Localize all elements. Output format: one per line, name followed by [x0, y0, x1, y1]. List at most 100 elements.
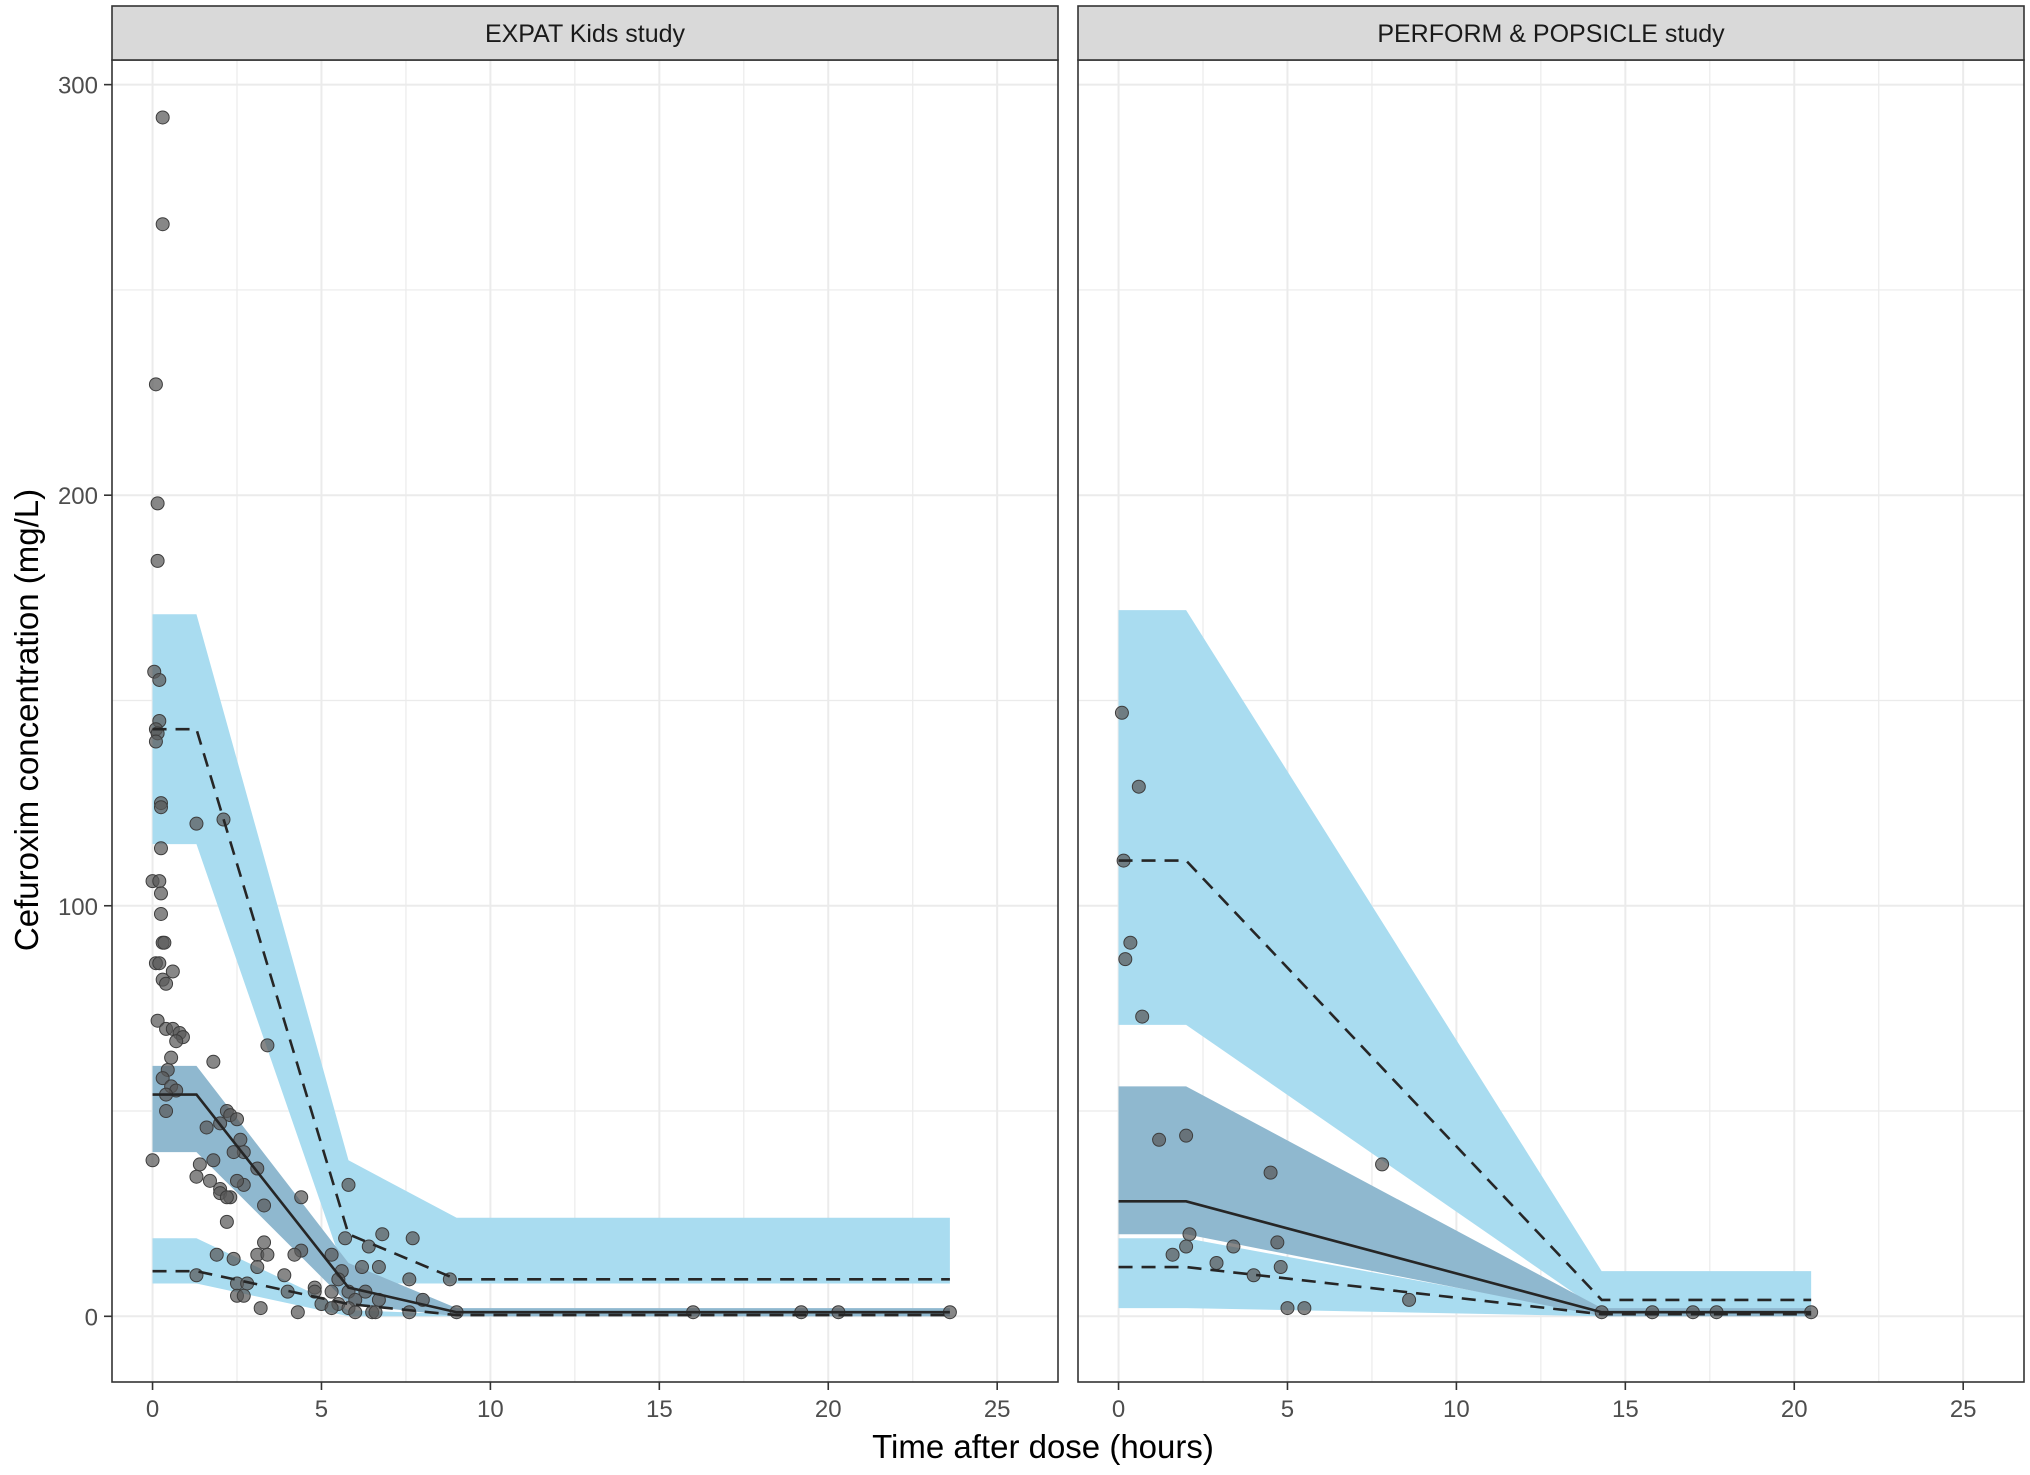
- data-point: [157, 935, 172, 950]
- data-point: [260, 1247, 275, 1262]
- data-point: [206, 1054, 221, 1069]
- x-tick-label: 5: [1281, 1396, 1294, 1423]
- data-point: [189, 1268, 204, 1283]
- median-line: [152, 1093, 950, 1314]
- x-tick-label: 15: [646, 1396, 673, 1423]
- x-tick-label: 10: [1443, 1396, 1470, 1423]
- data-point: [153, 800, 168, 815]
- data-point: [405, 1231, 420, 1246]
- data-point: [368, 1305, 383, 1320]
- data-point: [355, 1260, 370, 1275]
- y-tick-label: 100: [58, 894, 98, 921]
- data-point: [148, 734, 163, 749]
- data-point: [155, 110, 170, 125]
- data-point: [402, 1305, 417, 1320]
- data-point: [1280, 1301, 1295, 1316]
- data-point: [1118, 952, 1133, 967]
- lower-percentile-line: [152, 1269, 950, 1317]
- data-point: [1375, 1157, 1390, 1172]
- data-point: [290, 1305, 305, 1320]
- data-point: [159, 1104, 174, 1119]
- x-axis: 0 5 10 15 20 25: [1112, 1382, 1977, 1423]
- grid-lines: [112, 60, 1058, 1382]
- panel-title: PERFORM & POPSICLE study: [1377, 20, 1725, 48]
- upper-percentile-line: [1118, 859, 1812, 1302]
- data-point: [1114, 705, 1129, 720]
- data-point: [153, 886, 168, 901]
- y-tick-label: 0: [85, 1304, 98, 1331]
- x-axis-label: Time after dose (hours): [872, 1428, 1214, 1465]
- median-line: [1118, 1200, 1812, 1314]
- x-tick-label: 0: [146, 1396, 159, 1423]
- panel-strip: [111, 5, 1059, 61]
- data-point: [1123, 935, 1138, 950]
- x-tick-label: 0: [1112, 1396, 1125, 1423]
- x-tick-label: 20: [815, 1396, 842, 1423]
- data-point: [230, 1173, 245, 1188]
- x-tick-label: 5: [315, 1396, 328, 1423]
- data-point: [153, 841, 168, 856]
- data-point: [155, 1071, 170, 1086]
- data-point: [165, 964, 180, 979]
- panel-title: EXPAT Kids study: [485, 20, 686, 48]
- data-point: [1131, 779, 1146, 794]
- y-axis-label: Cefuroxim concentration (mg/L): [8, 489, 45, 951]
- data-point: [250, 1260, 265, 1275]
- upper-percentile-band: [1118, 610, 1812, 1313]
- data-point: [169, 1034, 184, 1049]
- data-point: [324, 1284, 339, 1299]
- data-point: [1263, 1165, 1278, 1180]
- data-point: [164, 1050, 179, 1065]
- percentile-lines: [152, 727, 950, 1317]
- data-point: [150, 496, 165, 511]
- data-point: [287, 1247, 302, 1262]
- data-point: [189, 1169, 204, 1184]
- data-point: [257, 1235, 272, 1250]
- data-point: [150, 553, 165, 568]
- data-point: [1165, 1247, 1180, 1262]
- data-point: [1226, 1239, 1241, 1254]
- data-point: [209, 1247, 224, 1262]
- data-point: [150, 1013, 165, 1028]
- data-point: [338, 1231, 353, 1246]
- lower-percentile-band: [1118, 1238, 1812, 1317]
- data-point: [219, 1190, 234, 1205]
- median-band: [1118, 1086, 1812, 1317]
- data-point: [324, 1247, 339, 1262]
- data-point: [341, 1177, 356, 1192]
- observed-points: [145, 110, 957, 1320]
- data-point: [1182, 1227, 1197, 1242]
- data-point: [152, 672, 167, 687]
- data-point: [145, 1153, 160, 1168]
- panel-expat-kids: EXPAT Kids study 0 5 10 15 20 25: [111, 5, 1059, 1423]
- data-point: [260, 1038, 275, 1053]
- data-point: [1297, 1301, 1312, 1316]
- data-point: [1273, 1260, 1288, 1275]
- x-axis: 0 5 10 15 20 25: [146, 1382, 1011, 1423]
- data-point: [294, 1190, 309, 1205]
- data-point: [1179, 1239, 1194, 1254]
- panel-perform-popsicle: PERFORM & POPSICLE study 0 5 10 15 20 25: [1077, 5, 2025, 1423]
- y-axis: 0 100 200 300: [58, 73, 112, 1331]
- data-point: [153, 906, 168, 921]
- data-point: [189, 816, 204, 831]
- data-point: [226, 1251, 241, 1266]
- data-point: [324, 1301, 339, 1316]
- x-tick-label: 10: [477, 1396, 504, 1423]
- data-point: [236, 1288, 251, 1303]
- x-tick-label: 20: [1781, 1396, 1808, 1423]
- data-point: [1402, 1292, 1417, 1307]
- data-point: [250, 1161, 265, 1176]
- data-point: [1152, 1132, 1167, 1147]
- data-point: [277, 1268, 292, 1283]
- observed-points: [1114, 705, 1819, 1320]
- x-tick-label: 25: [1950, 1396, 1977, 1423]
- panel-strip: [1077, 5, 2025, 61]
- data-point: [202, 1173, 217, 1188]
- y-tick-label: 300: [58, 73, 98, 100]
- prediction-bands: [1118, 610, 1812, 1317]
- data-point: [1209, 1255, 1224, 1270]
- percentile-lines: [1118, 859, 1812, 1316]
- data-point: [402, 1272, 417, 1287]
- data-point: [375, 1227, 390, 1242]
